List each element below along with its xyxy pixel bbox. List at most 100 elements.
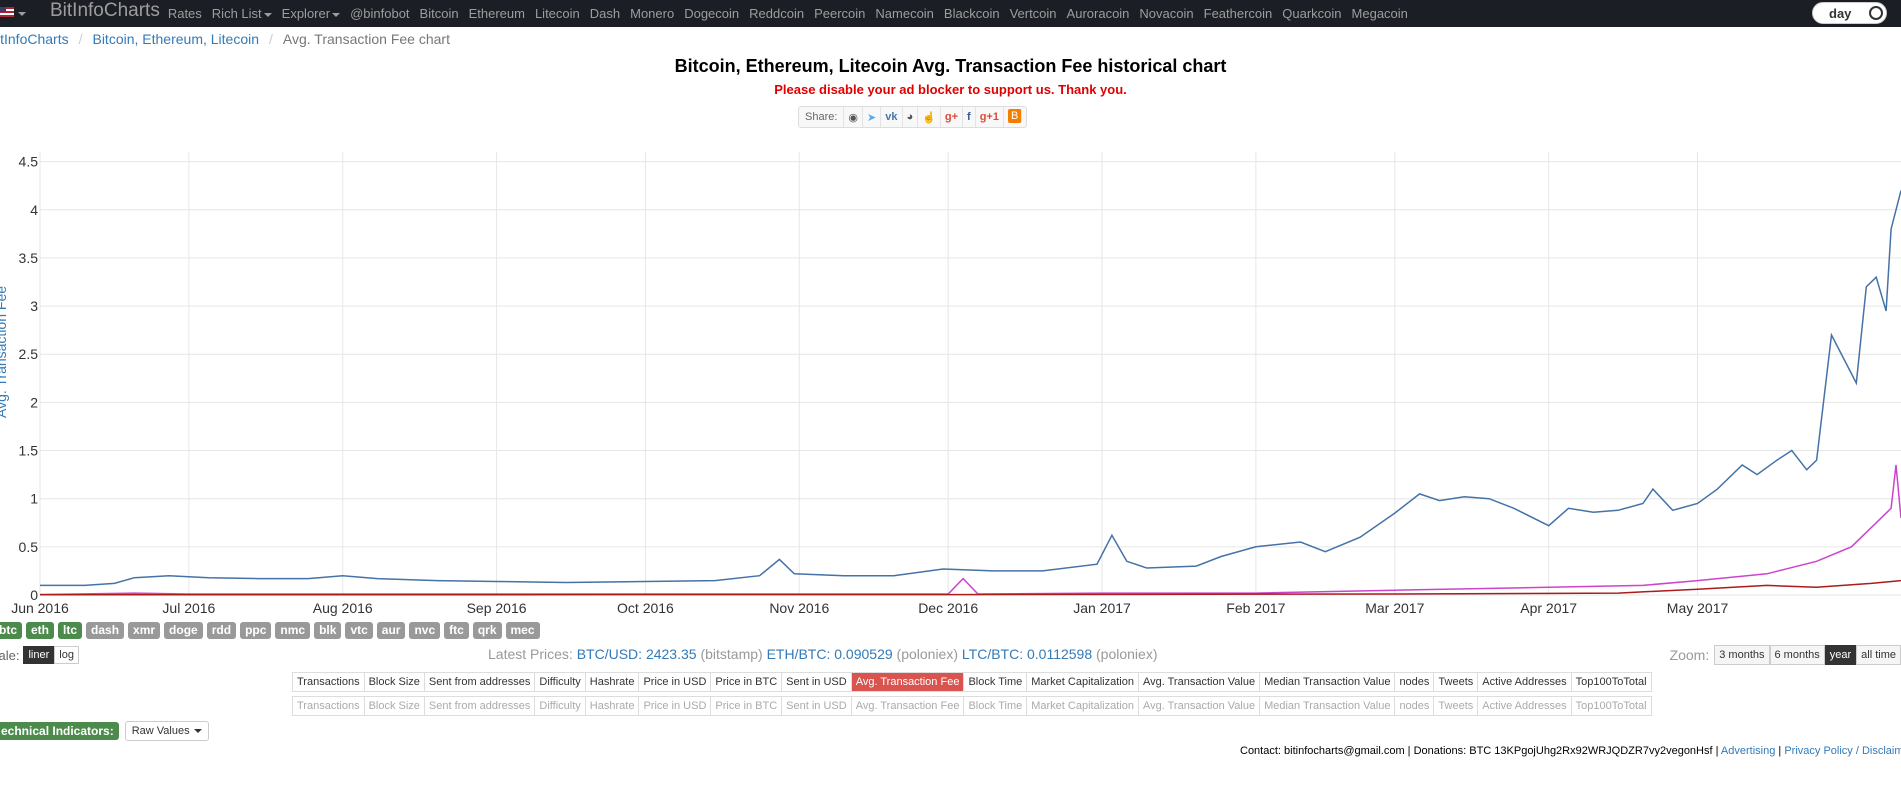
metric-tab-avg-transaction-fee[interactable]: Avg. Transaction Fee bbox=[851, 673, 965, 691]
twitter-icon[interactable]: ➤ bbox=[863, 107, 882, 127]
footer-contact: Contact: bitinfocharts@gmail.com | Donat… bbox=[1240, 745, 1719, 757]
zoom-6-months-button[interactable]: 6 months bbox=[1769, 645, 1825, 665]
toggle-knob bbox=[1869, 6, 1883, 20]
google-plus-icon[interactable]: g+ bbox=[941, 107, 964, 127]
indicator-select[interactable]: Raw Values bbox=[124, 721, 209, 741]
metric-tab-avg-transaction-value[interactable]: Avg. Transaction Value bbox=[1138, 697, 1261, 715]
coin-chip-ltc[interactable]: ltc bbox=[58, 622, 83, 639]
metric-tab-transactions[interactable]: Transactions bbox=[293, 673, 365, 691]
coin-chip-ppc[interactable]: ppc bbox=[240, 622, 272, 639]
metric-tab-top100tototal[interactable]: Top100ToTotal bbox=[1571, 673, 1651, 691]
metric-tab-active-addresses[interactable]: Active Addresses bbox=[1478, 697, 1572, 715]
coin-chip-mec[interactable]: mec bbox=[505, 622, 540, 639]
nav-reddcoin[interactable]: Reddcoin bbox=[749, 6, 805, 21]
metric-tab-market-capitalization[interactable]: Market Capitalization bbox=[1027, 673, 1139, 691]
metric-tab-nodes[interactable]: nodes bbox=[1395, 697, 1435, 715]
nav-quarkcoin[interactable]: Quarkcoin bbox=[1282, 6, 1342, 21]
metric-tab-sent-in-usd[interactable]: Sent in USD bbox=[782, 673, 852, 691]
privacy-link[interactable]: Privacy Policy / Disclaimer bbox=[1784, 745, 1901, 757]
breadcrumb-home[interactable]: itInfoCharts bbox=[0, 31, 69, 47]
nav-dogecoin[interactable]: Dogecoin bbox=[684, 6, 740, 21]
reddit-icon[interactable]: ◉ bbox=[844, 107, 864, 127]
nav-ethereum[interactable]: Ethereum bbox=[468, 6, 525, 21]
blogger-icon[interactable]: B bbox=[1007, 109, 1023, 123]
vk-icon[interactable]: vk bbox=[881, 107, 903, 127]
nav-auroracoin[interactable]: Auroracoin bbox=[1066, 6, 1130, 21]
nav-peercoin[interactable]: Peercoin bbox=[814, 6, 866, 21]
coin-chip-eth[interactable]: eth bbox=[26, 622, 54, 639]
metric-tab-median-transaction-value[interactable]: Median Transaction Value bbox=[1260, 697, 1396, 715]
nav-feathercoin[interactable]: Feathercoin bbox=[1203, 6, 1273, 21]
zoom-3-months-button[interactable]: 3 months bbox=[1714, 645, 1770, 665]
nav-novacoin[interactable]: Novacoin bbox=[1139, 6, 1194, 21]
metric-tab-avg-transaction-fee[interactable]: Avg. Transaction Fee bbox=[851, 697, 965, 715]
metric-tab-block-size[interactable]: Block Size bbox=[364, 673, 425, 691]
metric-tab-difficulty[interactable]: Difficulty bbox=[535, 697, 586, 715]
metric-tab-difficulty[interactable]: Difficulty bbox=[535, 673, 586, 691]
metric-tab-price-in-usd[interactable]: Price in USD bbox=[639, 697, 712, 715]
ltc-btc-price[interactable]: LTC/BTC: 0.0112598 bbox=[961, 646, 1093, 662]
coin-chip-nvc[interactable]: nvc bbox=[409, 622, 441, 639]
facebook-icon[interactable]: f bbox=[963, 107, 976, 127]
nav-namecoin[interactable]: Namecoin bbox=[875, 6, 934, 21]
breadcrumb-section[interactable]: Bitcoin, Ethereum, Litecoin bbox=[92, 31, 260, 47]
metric-tab-sent-from-addresses[interactable]: Sent from addresses bbox=[424, 673, 536, 691]
weibo-icon[interactable]: ◕ bbox=[903, 107, 919, 127]
metric-tab-nodes[interactable]: nodes bbox=[1395, 673, 1435, 691]
metric-tab-avg-transaction-value[interactable]: Avg. Transaction Value bbox=[1138, 673, 1261, 691]
nav-bitcoin[interactable]: Bitcoin bbox=[419, 6, 459, 21]
us-flag-icon[interactable] bbox=[0, 6, 14, 17]
metric-tab-price-in-usd[interactable]: Price in USD bbox=[639, 673, 712, 691]
nav-blackcoin[interactable]: Blackcoin bbox=[943, 6, 1000, 21]
coin-chip-dash[interactable]: dash bbox=[86, 622, 125, 639]
like-icon[interactable]: ☝ bbox=[918, 107, 941, 127]
eth-btc-price[interactable]: ETH/BTC: 0.090529 bbox=[766, 646, 893, 662]
btc-usd-price[interactable]: BTC/USD: 2423.35 bbox=[576, 646, 697, 662]
metric-tab-market-capitalization[interactable]: Market Capitalization bbox=[1027, 697, 1139, 715]
metric-tab-top100tototal[interactable]: Top100ToTotal bbox=[1571, 697, 1651, 715]
metric-tab-block-time[interactable]: Block Time bbox=[964, 673, 1028, 691]
scale-log-button[interactable]: log bbox=[54, 646, 79, 664]
google-plus-one-icon[interactable]: g+1 bbox=[976, 107, 1004, 127]
advertising-link[interactable]: Advertising bbox=[1720, 745, 1776, 757]
coin-chip-btc[interactable]: btc bbox=[0, 622, 22, 639]
chevron-down-icon[interactable] bbox=[18, 11, 26, 16]
zoom-year-button[interactable]: year bbox=[1824, 645, 1857, 665]
nav-binfobot[interactable]: @binfobot bbox=[350, 6, 410, 21]
scale-liner-button[interactable]: liner bbox=[23, 646, 55, 664]
metric-tab-price-in-btc[interactable]: Price in BTC bbox=[711, 697, 783, 715]
metric-tab-active-addresses[interactable]: Active Addresses bbox=[1478, 673, 1572, 691]
nav-litecoin[interactable]: Litecoin bbox=[534, 6, 580, 21]
metric-tab-block-time[interactable]: Block Time bbox=[964, 697, 1028, 715]
metric-tab-price-in-btc[interactable]: Price in BTC bbox=[711, 673, 783, 691]
metric-tab-block-size[interactable]: Block Size bbox=[364, 697, 425, 715]
toggle-label: day bbox=[1829, 5, 1852, 21]
coin-chip-aur[interactable]: aur bbox=[376, 622, 406, 639]
day-night-toggle[interactable]: day bbox=[1812, 2, 1887, 24]
coin-chip-xmr[interactable]: xmr bbox=[128, 622, 161, 639]
metric-tab-median-transaction-value[interactable]: Median Transaction Value bbox=[1260, 673, 1396, 691]
coin-chip-doge[interactable]: doge bbox=[164, 622, 203, 639]
nav-rich-list[interactable]: Rich List bbox=[212, 6, 272, 21]
nav-rates[interactable]: Rates bbox=[167, 6, 202, 21]
coin-chip-rdd[interactable]: rdd bbox=[206, 622, 237, 639]
nav-dash[interactable]: Dash bbox=[589, 6, 621, 21]
nav-explorer[interactable]: Explorer bbox=[282, 6, 341, 21]
metric-tab-hashrate[interactable]: Hashrate bbox=[585, 697, 640, 715]
zoom-all-time-button[interactable]: all time bbox=[1856, 645, 1901, 665]
metric-tab-hashrate[interactable]: Hashrate bbox=[585, 673, 640, 691]
coin-chip-qrk[interactable]: qrk bbox=[472, 622, 502, 639]
coin-chip-ftc[interactable]: ftc bbox=[444, 622, 469, 639]
nav-vertcoin[interactable]: Vertcoin bbox=[1009, 6, 1057, 21]
metric-tab-tweets[interactable]: Tweets bbox=[1434, 673, 1479, 691]
metric-tab-sent-in-usd[interactable]: Sent in USD bbox=[782, 697, 852, 715]
coin-chip-nmc[interactable]: nmc bbox=[275, 622, 311, 639]
nav-monero[interactable]: Monero bbox=[630, 6, 675, 21]
nav-megacoin[interactable]: Megacoin bbox=[1351, 6, 1408, 21]
coin-chip-blk[interactable]: blk bbox=[314, 622, 342, 639]
metric-tab-transactions[interactable]: Transactions bbox=[293, 697, 365, 715]
metric-tab-sent-from-addresses[interactable]: Sent from addresses bbox=[424, 697, 536, 715]
coin-chip-vtc[interactable]: vtc bbox=[345, 622, 373, 639]
brand-logo[interactable]: BitInfoCharts bbox=[50, 0, 160, 21]
metric-tab-tweets[interactable]: Tweets bbox=[1434, 697, 1479, 715]
